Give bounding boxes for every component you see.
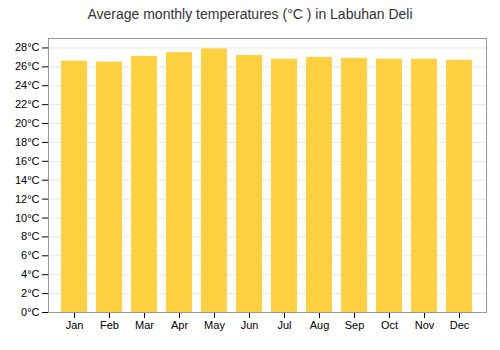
svg-text:16°C: 16°C: [15, 155, 40, 167]
svg-text:14°C: 14°C: [15, 174, 40, 186]
svg-text:Aug: Aug: [310, 319, 330, 331]
svg-text:18°C: 18°C: [15, 136, 40, 148]
svg-text:12°C: 12°C: [15, 193, 40, 205]
svg-text:20°C: 20°C: [15, 117, 40, 129]
svg-text:6°C: 6°C: [21, 249, 40, 261]
svg-text:8°C: 8°C: [21, 230, 40, 242]
svg-text:Feb: Feb: [100, 319, 119, 331]
svg-text:Mar: Mar: [135, 319, 154, 331]
svg-text:Dec: Dec: [450, 319, 470, 331]
svg-text:26°C: 26°C: [15, 60, 40, 72]
svg-text:10°C: 10°C: [15, 212, 40, 224]
svg-text:28°C: 28°C: [15, 41, 40, 53]
svg-text:22°C: 22°C: [15, 98, 40, 110]
svg-text:Sep: Sep: [345, 319, 365, 331]
html-text:Average monthly temperatures (: Average monthly temperatures (°C ) in La…: [87, 6, 413, 22]
svg-text:0°C: 0°C: [21, 306, 40, 318]
svg-text:4°C: 4°C: [21, 268, 40, 280]
svg-text:Oct: Oct: [381, 319, 398, 331]
svg-text:May: May: [204, 319, 225, 331]
svg-text:Jun: Jun: [241, 319, 259, 331]
svg-text:24°C: 24°C: [15, 79, 40, 91]
svg-text:Jul: Jul: [277, 319, 291, 331]
svg-text:Jan: Jan: [66, 319, 84, 331]
svg-text:Nov: Nov: [415, 319, 435, 331]
svg-text:2°C: 2°C: [21, 287, 40, 299]
svg-text:Apr: Apr: [171, 319, 188, 331]
